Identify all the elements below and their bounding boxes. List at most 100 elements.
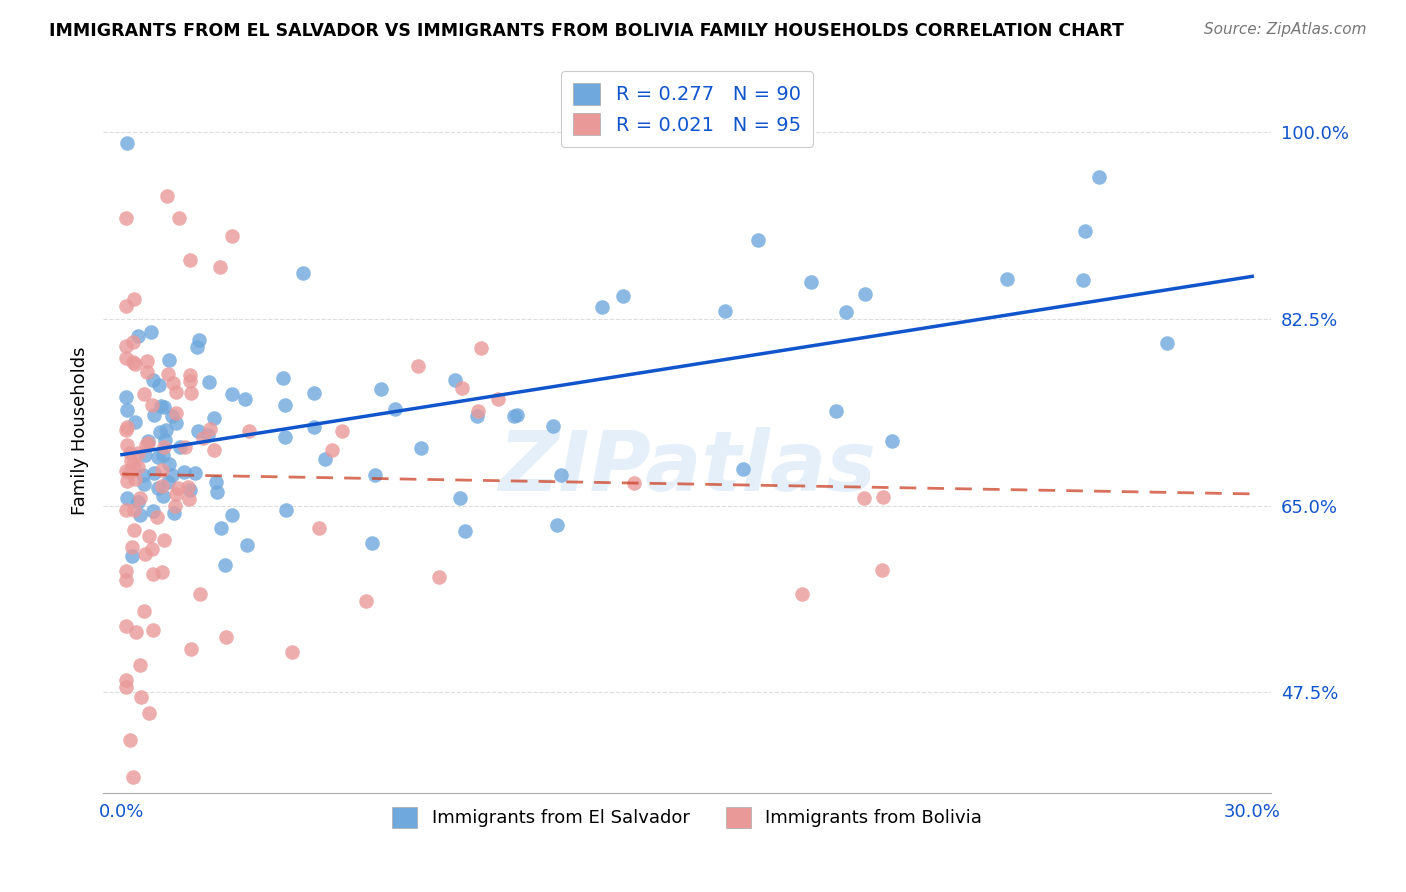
- Point: [142, 566, 165, 581]
- Point: [215, 630, 238, 644]
- Point: [134, 448, 156, 462]
- Point: [205, 475, 228, 490]
- Point: [274, 430, 297, 444]
- Point: [135, 365, 157, 379]
- Point: [117, 438, 139, 452]
- Point: [157, 457, 180, 471]
- Point: [470, 341, 492, 355]
- Point: [165, 487, 187, 501]
- Point: [156, 189, 179, 203]
- Point: [332, 425, 354, 439]
- Point: [142, 504, 165, 518]
- Point: [449, 491, 471, 505]
- Point: [214, 558, 236, 572]
- Point: [115, 474, 138, 488]
- Point: [124, 472, 146, 486]
- Point: [853, 286, 876, 301]
- Point: [127, 494, 149, 508]
- Point: [114, 564, 136, 578]
- Point: [165, 385, 187, 400]
- Point: [153, 533, 176, 548]
- Point: [1071, 272, 1094, 286]
- Point: [870, 563, 893, 577]
- Point: [186, 340, 208, 354]
- Point: [321, 442, 343, 457]
- Point: [188, 333, 211, 347]
- Point: [127, 329, 149, 343]
- Point: [127, 446, 149, 460]
- Point: [163, 507, 186, 521]
- Point: [114, 680, 136, 694]
- Point: [114, 211, 136, 225]
- Point: [503, 409, 526, 423]
- Point: [152, 448, 174, 462]
- Point: [167, 211, 190, 226]
- Point: [872, 490, 894, 504]
- Point: [198, 375, 221, 389]
- Point: [114, 351, 136, 365]
- Point: [209, 520, 232, 534]
- Point: [384, 402, 406, 417]
- Point: [124, 415, 146, 429]
- Point: [591, 300, 613, 314]
- Point: [148, 378, 170, 392]
- Point: [150, 463, 173, 477]
- Point: [543, 419, 565, 434]
- Point: [747, 233, 769, 247]
- Point: [370, 382, 392, 396]
- Point: [882, 434, 904, 449]
- Point: [132, 387, 155, 401]
- Y-axis label: Family Households: Family Households: [72, 347, 89, 516]
- Point: [153, 433, 176, 447]
- Point: [155, 423, 177, 437]
- Point: [314, 451, 336, 466]
- Point: [506, 408, 529, 422]
- Point: [179, 483, 201, 497]
- Point: [124, 523, 146, 537]
- Point: [124, 357, 146, 371]
- Point: [114, 299, 136, 313]
- Point: [122, 503, 145, 517]
- Text: Source: ZipAtlas.com: Source: ZipAtlas.com: [1204, 22, 1367, 37]
- Point: [209, 260, 232, 275]
- Point: [135, 353, 157, 368]
- Point: [221, 228, 243, 243]
- Point: [156, 475, 179, 490]
- Point: [121, 549, 143, 563]
- Point: [146, 450, 169, 465]
- Point: [115, 503, 138, 517]
- Point: [273, 398, 295, 412]
- Point: [138, 529, 160, 543]
- Point: [174, 440, 197, 454]
- Point: [221, 508, 243, 523]
- Point: [427, 570, 450, 584]
- Point: [360, 536, 382, 550]
- Point: [852, 491, 875, 506]
- Point: [179, 368, 201, 382]
- Point: [157, 353, 180, 368]
- Point: [1088, 169, 1111, 184]
- Point: [146, 509, 169, 524]
- Point: [623, 475, 645, 490]
- Point: [150, 399, 173, 413]
- Point: [141, 398, 163, 412]
- Point: [160, 467, 183, 482]
- Point: [235, 538, 257, 552]
- Point: [302, 419, 325, 434]
- Point: [800, 276, 823, 290]
- Point: [150, 479, 173, 493]
- Point: [129, 491, 152, 505]
- Point: [443, 373, 465, 387]
- Point: [409, 441, 432, 455]
- Point: [149, 425, 172, 439]
- Text: ZIPatlas: ZIPatlas: [498, 426, 876, 508]
- Point: [408, 359, 430, 373]
- Point: [114, 390, 136, 404]
- Point: [115, 420, 138, 434]
- Point: [117, 136, 139, 150]
- Point: [274, 503, 297, 517]
- Point: [165, 416, 187, 430]
- Point: [122, 770, 145, 784]
- Point: [141, 541, 163, 556]
- Point: [153, 441, 176, 455]
